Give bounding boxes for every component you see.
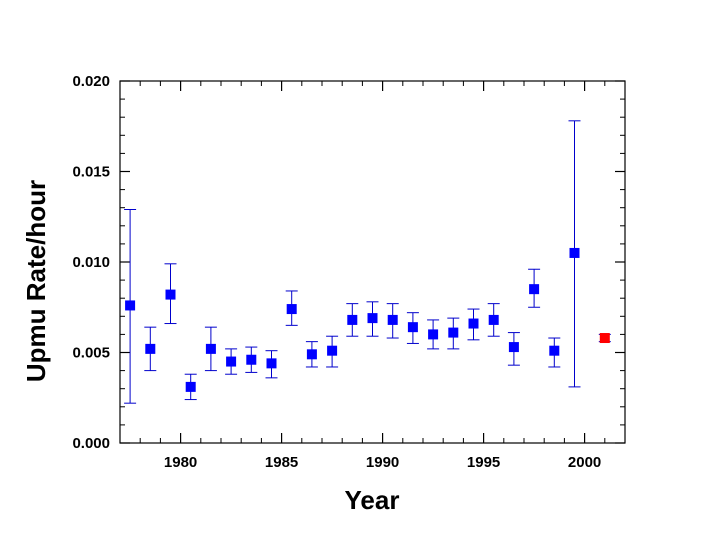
data-point: [266, 358, 277, 369]
y-tick-label: 0.005: [72, 345, 110, 362]
data-point: [407, 322, 418, 333]
data-point: [327, 345, 338, 356]
data-point: [347, 314, 358, 325]
x-tick-label: 1990: [366, 454, 399, 471]
data-markers: [125, 247, 610, 392]
data-point: [125, 300, 136, 311]
x-tick-label: 2000: [568, 454, 601, 471]
y-tick-label: 0.015: [72, 164, 110, 181]
data-point: [145, 343, 156, 354]
x-tick-label: 1985: [265, 454, 298, 471]
data-point: [306, 349, 317, 360]
plot-frame: [119, 80, 626, 444]
highlight-data-point: [599, 333, 610, 344]
error-bars: [124, 120, 611, 404]
x-tick-labels: 1980 1985 1990 1995 2000: [164, 454, 601, 471]
y-axis-title: Upmu Rate/hour: [21, 180, 51, 382]
data-point: [569, 247, 580, 258]
data-point: [165, 289, 176, 300]
data-point: [508, 342, 519, 353]
data-point: [549, 345, 560, 356]
data-point: [428, 329, 439, 340]
data-point: [387, 314, 398, 325]
data-point: [448, 327, 459, 338]
data-point: [488, 314, 499, 325]
data-point: [529, 284, 540, 295]
x-axis-title: Year: [345, 485, 400, 515]
data-point: [367, 313, 378, 324]
data-point: [185, 381, 196, 392]
data-point: [226, 356, 237, 367]
y-tick-labels: 0.000 0.005 0.010 0.015 0.020: [72, 73, 110, 452]
data-point: [468, 318, 479, 329]
x-tick-label: 1995: [467, 454, 500, 471]
minor-ticks: [119, 81, 626, 443]
data-point: [205, 343, 216, 354]
y-tick-label: 0.000: [72, 435, 110, 452]
y-tick-label: 0.020: [72, 73, 110, 90]
major-ticks: [120, 80, 625, 444]
data-point: [286, 304, 297, 315]
y-tick-label: 0.010: [72, 254, 110, 271]
data-point: [246, 354, 257, 365]
x-tick-label: 1980: [164, 454, 197, 471]
